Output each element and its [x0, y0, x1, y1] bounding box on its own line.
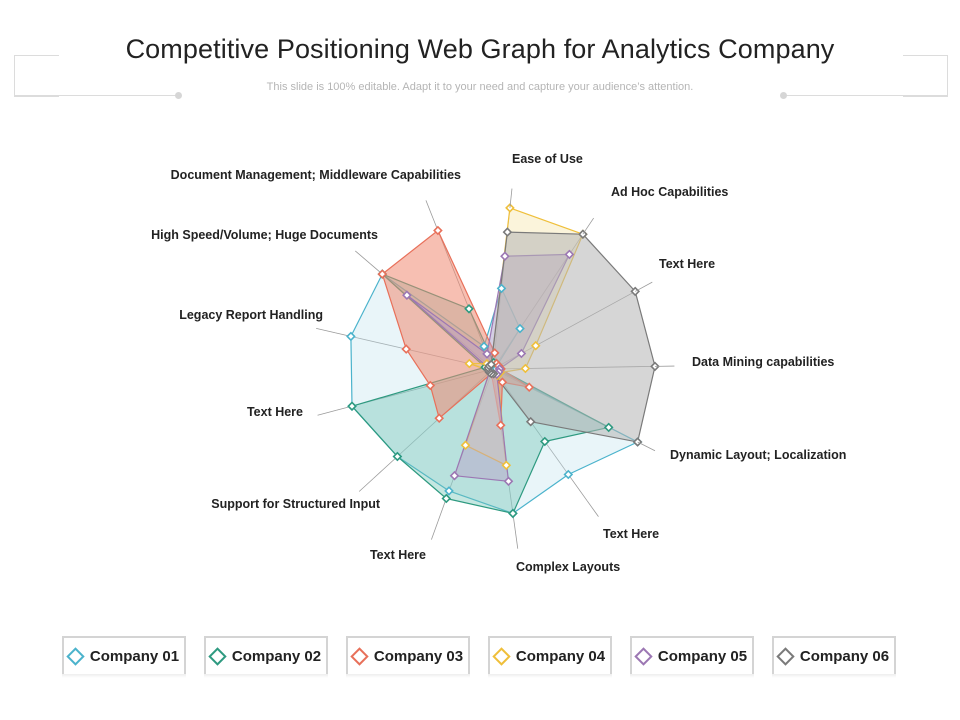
- series-5-point-6: [503, 476, 514, 487]
- title-frame-left: [14, 55, 59, 97]
- series-3-point-11: [377, 269, 388, 279]
- title-frame-dot-right: [780, 92, 787, 99]
- legend-item-company-2: Company 02: [204, 636, 328, 678]
- legend-item-company-4: Company 04: [488, 636, 612, 678]
- series-6-point-5: [525, 416, 536, 427]
- series-2-point-8: [392, 451, 403, 462]
- series-3-point-5: [497, 377, 508, 388]
- series-2-point-7: [441, 493, 452, 504]
- diamond-icon: [776, 646, 795, 666]
- axis-label-3: Data Mining capabilities: [692, 355, 834, 369]
- axis-label-4: Dynamic Layout; Localization: [670, 448, 846, 462]
- diamond-icon: [492, 646, 511, 666]
- axis-leader-12: [425, 200, 434, 219]
- axis-leader-8: [358, 478, 374, 492]
- legend-label: Company 02: [231, 647, 322, 665]
- axis-leader-7: [431, 521, 439, 540]
- series-4-point-10: [464, 358, 475, 369]
- diamond-icon: [208, 646, 227, 666]
- axis-leader-0: [509, 188, 513, 208]
- legend-label: Company 04: [515, 647, 606, 665]
- series-4-point-7: [460, 440, 471, 451]
- legend-label: Company 03: [373, 647, 464, 665]
- series-5-point-7: [449, 470, 460, 481]
- series-6-point-12: [486, 359, 497, 370]
- legend-item-company-3: Company 03: [346, 636, 470, 678]
- axis-label-5: Text Here: [603, 527, 659, 541]
- series-3-point-8: [434, 413, 445, 424]
- axis-label-0: Ease of Use: [512, 152, 583, 166]
- axis-label-7: Text Here: [370, 548, 426, 562]
- title-frame-line-left: [14, 95, 178, 96]
- axis-label-10: Legacy Report Handling: [179, 308, 323, 322]
- series-3-point-9: [425, 380, 436, 391]
- axis-leader-10: [316, 328, 336, 334]
- series-1-point-0: [496, 283, 507, 294]
- axis-label-2: Text Here: [659, 257, 715, 271]
- series-4-point-0: [505, 203, 515, 213]
- legend-label: Company 01: [89, 647, 180, 665]
- series-4-point-6: [501, 460, 512, 471]
- legend-item-company-5: Company 05: [630, 636, 754, 678]
- legend-item-company-6: Company 06: [772, 636, 896, 678]
- series-5-point-11: [402, 290, 412, 301]
- axis-label-1: Ad Hoc Capabilities: [611, 185, 728, 199]
- series-5-point-12: [482, 349, 492, 359]
- axis-label-6: Complex Layouts: [516, 560, 620, 574]
- title-frame-line-right: [784, 95, 948, 96]
- axis-label-8: Support for Structured Input: [211, 497, 381, 511]
- page-title: Competitive Positioning Web Graph for An…: [125, 34, 835, 64]
- series-2-point-6: [508, 508, 518, 519]
- axis-label-12: Document Management; Middleware Capabili…: [171, 168, 461, 182]
- series-2-point-5: [539, 436, 550, 447]
- axis-leader-2: [635, 281, 653, 292]
- axis-leader-1: [582, 217, 594, 235]
- series-4-point-2: [530, 340, 541, 351]
- series-1-point-7: [444, 486, 454, 496]
- axis-leader-6: [514, 529, 519, 549]
- series-3-point-4: [524, 382, 535, 393]
- series-3-point-0: [489, 348, 500, 358]
- series-1-point-1: [515, 323, 525, 334]
- series-3-point-10: [401, 344, 412, 354]
- diamond-icon: [634, 646, 653, 666]
- chart-legend: Company 01 Company 02 Company 03 Company 04…: [62, 636, 902, 678]
- series-6-point-2: [630, 286, 641, 297]
- title-frame-right: [903, 55, 948, 97]
- legend-label: Company 05: [657, 647, 748, 665]
- series-2-point-9: [347, 401, 357, 412]
- series-5-point-0: [500, 251, 510, 262]
- axis-leader-5: [586, 500, 599, 517]
- series-2-point-4: [603, 422, 614, 433]
- legend-label: Company 06: [799, 647, 890, 665]
- axis-label-11: High Speed/Volume; Huge Documents: [151, 228, 378, 242]
- diamond-icon: [66, 646, 85, 666]
- series-5-point-2: [516, 348, 527, 359]
- series-5-point-1: [564, 249, 575, 260]
- series-6-point-4: [632, 437, 643, 447]
- page-subtitle: This slide is 100% editable. Adapt it to…: [266, 81, 694, 93]
- series-2-point-12: [464, 303, 474, 314]
- series-4-point-3: [520, 363, 531, 374]
- series-1-point-5: [563, 469, 574, 480]
- axis-label-9: Text Here: [247, 405, 303, 419]
- legend-item-company-1: Company 01: [62, 636, 186, 678]
- axis-leader-9: [317, 409, 337, 416]
- radar-chart: Ease of Use Ad Hoc Capabilities Text Here D…: [151, 152, 846, 574]
- series-3-point-6: [495, 420, 506, 431]
- axis-leader-4: [637, 441, 656, 452]
- title-frame-dot-left: [175, 92, 182, 99]
- series-1-point-10: [346, 331, 356, 342]
- axis-leader-11: [355, 250, 371, 264]
- series-6-point-0: [502, 227, 513, 237]
- series-1-point-12: [479, 341, 489, 352]
- diamond-icon: [350, 646, 369, 666]
- series-3-point-12: [433, 225, 443, 236]
